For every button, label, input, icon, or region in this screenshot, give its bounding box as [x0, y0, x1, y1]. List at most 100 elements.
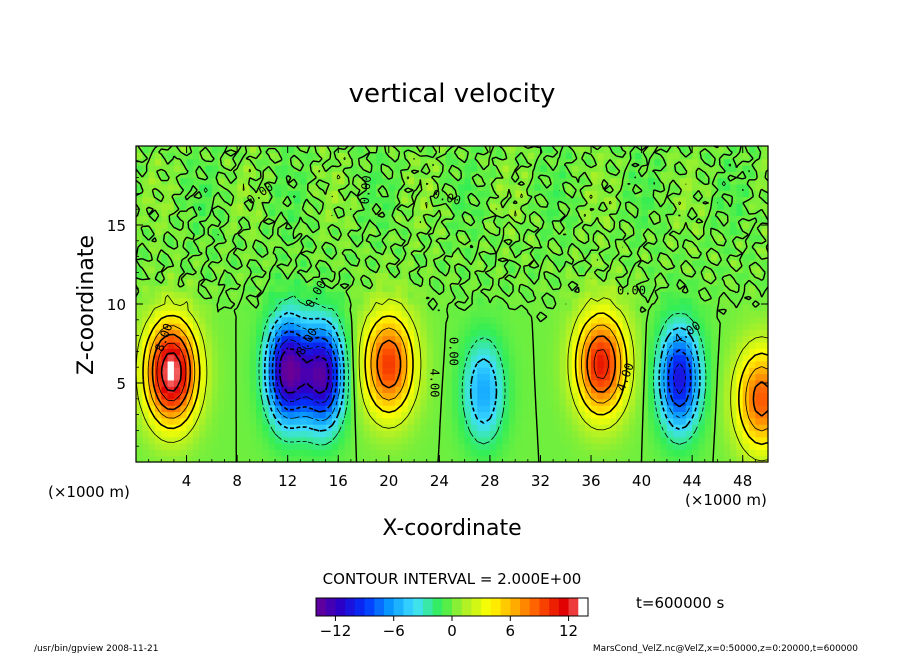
heatmap-cell — [224, 398, 232, 406]
heatmap-cell — [268, 443, 276, 450]
heatmap-cell — [407, 386, 415, 394]
heatmap-cell — [249, 209, 257, 217]
heatmap-cell — [173, 392, 181, 400]
heatmap-cell — [211, 202, 219, 210]
heatmap-cell — [597, 202, 605, 210]
heatmap-cell — [464, 196, 472, 204]
heatmap-cell — [331, 316, 339, 324]
heatmap-cell — [502, 367, 510, 375]
heatmap-cell — [312, 329, 320, 337]
heatmap-cell — [654, 373, 662, 381]
heatmap-cell — [319, 367, 327, 375]
heatmap-cell — [553, 259, 561, 267]
heatmap-cell — [136, 436, 143, 444]
heatmap-cell — [357, 367, 365, 375]
heatmap-cell — [591, 221, 598, 229]
heatmap-cell — [730, 221, 737, 229]
heatmap-cell — [704, 152, 712, 160]
heatmap-cell — [401, 196, 409, 204]
heatmap-cell — [610, 234, 617, 242]
heatmap-cell — [407, 278, 415, 286]
heatmap-cell — [742, 247, 750, 255]
heatmap-cell — [692, 146, 700, 153]
heatmap-cell — [357, 329, 365, 337]
heatmap-cell — [692, 196, 700, 204]
heatmap-cell — [319, 266, 327, 273]
heatmap-cell — [331, 253, 339, 261]
heatmap-cell — [717, 297, 725, 305]
heatmap-cell — [685, 202, 693, 210]
heatmap-cell — [407, 272, 415, 280]
heatmap-cell — [237, 455, 245, 463]
heatmap-cell — [344, 202, 352, 210]
heatmap-cell — [635, 455, 643, 463]
heatmap-cell — [546, 405, 554, 413]
heatmap-cell — [300, 443, 308, 450]
heatmap-cell — [407, 360, 415, 368]
heatmap-cell — [319, 449, 327, 457]
heatmap-cell — [401, 266, 409, 273]
heatmap-cell — [736, 253, 744, 261]
heatmap-cell — [679, 360, 687, 368]
heatmap-cell — [319, 310, 327, 318]
heatmap-cell — [635, 234, 643, 242]
heatmap-cell — [452, 417, 459, 425]
heatmap-cell — [186, 424, 194, 431]
heatmap-cell — [666, 177, 674, 185]
heatmap-cell — [628, 152, 636, 160]
heatmap-cell — [527, 430, 535, 438]
heatmap-cell — [470, 411, 478, 419]
heatmap-cell — [407, 411, 415, 419]
heatmap-cell — [723, 417, 731, 425]
heatmap-cell — [249, 215, 257, 223]
heatmap-cell — [742, 285, 750, 292]
heatmap-cell — [142, 405, 150, 413]
heatmap-cell — [654, 430, 662, 438]
heatmap-cell — [704, 367, 712, 375]
heatmap-cell — [559, 449, 567, 457]
heatmap-cell — [452, 272, 459, 280]
heatmap-cell — [546, 417, 554, 425]
heatmap-cell — [647, 297, 655, 305]
heatmap-cell — [622, 259, 630, 267]
heatmap-cell — [312, 146, 320, 153]
heatmap-cell — [300, 398, 308, 406]
heatmap-cell — [230, 329, 238, 337]
heatmap-cell — [338, 240, 346, 248]
heatmap-cell — [464, 202, 472, 210]
heatmap-cell — [230, 411, 238, 419]
heatmap-cell — [300, 322, 308, 330]
heatmap-cell — [331, 329, 339, 337]
heatmap-cell — [515, 221, 523, 229]
heatmap-cell — [458, 443, 466, 450]
heatmap-cell — [256, 253, 263, 261]
heatmap-cell — [281, 297, 289, 305]
heatmap-cell — [603, 234, 611, 242]
heatmap-cell — [142, 411, 150, 419]
heatmap-cell — [230, 228, 238, 236]
heatmap-cell — [565, 183, 573, 191]
heatmap-cell — [148, 196, 156, 204]
heatmap-cell — [199, 234, 207, 242]
heatmap-cell — [395, 291, 403, 299]
heatmap-cell — [489, 436, 497, 444]
heatmap-cell — [357, 392, 365, 400]
heatmap-cell — [641, 316, 649, 324]
heatmap-cell — [666, 373, 674, 381]
heatmap-cell — [565, 335, 573, 343]
heatmap-cell — [312, 341, 320, 349]
heatmap-cell — [262, 158, 270, 166]
heatmap-cell — [546, 411, 554, 419]
heatmap-cell — [521, 221, 529, 229]
heatmap-cell — [331, 436, 339, 444]
heatmap-cell — [357, 297, 365, 305]
heatmap-cell — [167, 247, 175, 255]
heatmap-cell — [534, 146, 542, 153]
heatmap-cell — [294, 152, 301, 160]
heatmap-cell — [205, 171, 213, 179]
heatmap-cell — [369, 417, 377, 425]
heatmap-cell — [515, 291, 523, 299]
heatmap-cell — [641, 259, 649, 267]
heatmap-cell — [679, 158, 687, 166]
heatmap-cell — [755, 310, 763, 318]
